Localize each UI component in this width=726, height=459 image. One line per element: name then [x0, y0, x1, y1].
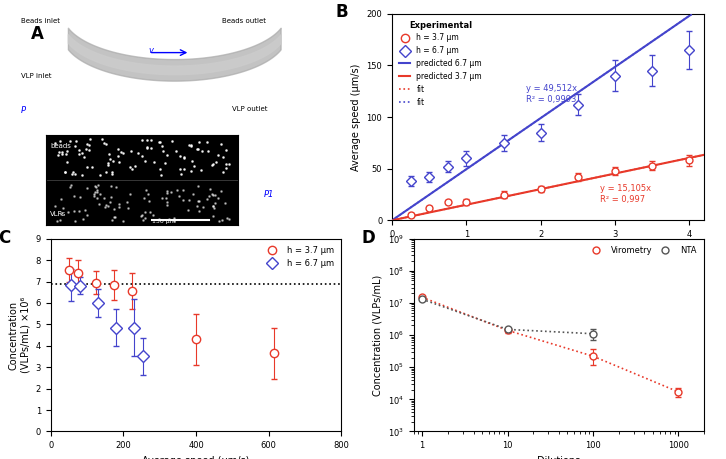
- Text: P1: P1: [264, 190, 274, 199]
- X-axis label: ΔP = P – P1 (mbar): ΔP = P – P1 (mbar): [502, 245, 595, 255]
- Text: P: P: [21, 106, 26, 115]
- Text: VLP outlet: VLP outlet: [232, 106, 267, 112]
- Text: y = 49,512x
R² = 0,9993: y = 49,512x R² = 0,9993: [526, 84, 577, 104]
- Y-axis label: Concentration (VLPs/mL): Concentration (VLPs/mL): [372, 274, 383, 396]
- Legend: Virometry, NTA: Virometry, NTA: [584, 243, 700, 258]
- Y-axis label: Average speed (μm/s): Average speed (μm/s): [351, 63, 361, 171]
- Text: VLP inlet: VLP inlet: [21, 73, 52, 79]
- Text: v: v: [149, 45, 154, 55]
- Legend: h = 3.7 μm, h = 6.7 μm, predicted 6.7 μm, predicted 3.7 μm, fit, fit: h = 3.7 μm, h = 6.7 μm, predicted 6.7 μm…: [396, 17, 485, 110]
- X-axis label: Dilutions: Dilutions: [537, 456, 581, 459]
- Text: y = 15,105x
R² = 0,997: y = 15,105x R² = 0,997: [600, 185, 651, 204]
- Text: B: B: [336, 3, 348, 22]
- Legend: h = 3.7 μm, h = 6.7 μm: h = 3.7 μm, h = 6.7 μm: [260, 243, 337, 272]
- X-axis label: Average speed (μm/s): Average speed (μm/s): [142, 456, 250, 459]
- Text: Beads outlet: Beads outlet: [222, 18, 266, 24]
- Text: A: A: [30, 24, 44, 43]
- Text: Beads inlet: Beads inlet: [21, 18, 60, 24]
- Text: D: D: [362, 229, 375, 247]
- Text: C: C: [0, 229, 11, 247]
- Y-axis label: Concentration
(VLPs/mL) ×10⁶: Concentration (VLPs/mL) ×10⁶: [9, 297, 30, 373]
